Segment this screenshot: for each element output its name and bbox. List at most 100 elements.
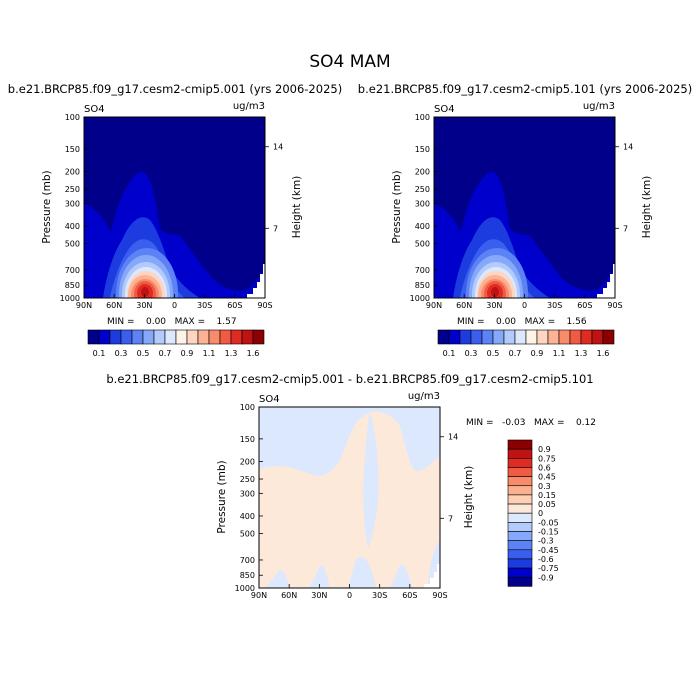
x-tick-label: 90N: [251, 591, 267, 600]
panel-3-units: ug/m3: [408, 391, 440, 402]
colorbar-label: -0.75: [538, 564, 559, 573]
y-tick-label: 250: [65, 185, 80, 194]
y-tick-label: 500: [240, 530, 255, 539]
panel-1-stats: MIN = 0.00 MAX = 1.57: [107, 317, 237, 327]
panel-3-positive-region: [259, 411, 440, 588]
y2-tick-label: 14: [623, 143, 633, 152]
panel-1-y2-ticks: 14 7: [265, 143, 283, 233]
panel-3-subtitle: b.e21.BRCP85.f09_g17.cesm2-cmip5.001 - b…: [106, 372, 593, 386]
colorbar-swatch: [153, 329, 166, 345]
colorbar-swatch: [507, 540, 533, 551]
colorbar-label: 0.9: [181, 349, 194, 358]
panel-2-y-title: Pressure (mb): [391, 170, 403, 243]
panel-1-plot-area: [84, 117, 265, 298]
panel-3-y-title: Pressure (mb): [216, 460, 228, 533]
y2-tick-label: 7: [623, 224, 628, 233]
y-tick-label: 700: [240, 556, 255, 565]
colorbar-swatch: [470, 329, 483, 345]
colorbar-swatch: [507, 439, 533, 450]
panel-2-var-label: SO4: [434, 104, 455, 115]
colorbar-label: -0.45: [538, 546, 559, 555]
colorbar-swatch: [507, 558, 533, 569]
colorbar-swatch: [507, 531, 533, 541]
colorbar-label: 0.3: [115, 349, 128, 358]
panel-1-units: ug/m3: [233, 101, 265, 112]
panel-1-y-title: Pressure (mb): [41, 170, 53, 243]
colorbar-swatch: [507, 476, 533, 487]
colorbar-swatch: [109, 329, 122, 345]
y-tick-label: 200: [240, 457, 255, 466]
y2-tick-label: 14: [273, 143, 283, 152]
colorbar-swatch: [252, 329, 265, 345]
colorbar-swatch: [507, 485, 533, 496]
y-tick-label: 100: [240, 403, 255, 412]
colorbar-swatch: [507, 567, 533, 578]
colorbar-swatch: [492, 329, 505, 345]
colorbar-swatch: [507, 467, 533, 477]
panel-3-stats: MIN = -0.03 MAX = 0.12: [466, 418, 596, 428]
colorbar-label: 0.1: [93, 349, 106, 358]
colorbar-label: -0.9: [538, 573, 554, 582]
panel-3-terrain-mask: [424, 564, 440, 588]
panel-1-colorbar: 0.1 0.3 0.5 0.7 0.9 1.1 1.3 1.6: [87, 329, 265, 358]
colorbar-label: 1.3: [575, 349, 588, 358]
panel-3-plot-area: [259, 407, 440, 588]
x-tick-label: 0: [347, 591, 352, 600]
colorbar-label: 0.6: [538, 463, 551, 472]
panel-2-units: ug/m3: [583, 101, 615, 112]
x-tick-label: 90S: [257, 301, 272, 310]
y-tick-label: 400: [240, 512, 255, 521]
x-tick-label: 30N: [136, 301, 152, 310]
y-tick-label: 200: [415, 167, 430, 176]
panel-2-x-ticks: 90N 60N 30N 0 30S 60S 90S: [426, 294, 623, 310]
colorbar-swatch: [514, 329, 527, 345]
colorbar-swatch: [507, 457, 533, 468]
colorbar-label: 0.3: [538, 482, 551, 491]
x-tick-label: 90N: [76, 301, 92, 310]
panel-1-contour-level-13: [141, 287, 149, 297]
x-tick-label: 0: [172, 301, 177, 310]
colorbar-swatch: [507, 503, 533, 514]
y-tick-label: 500: [415, 240, 430, 249]
panel-1-y-ticks: 100 150 200 250 300 400 500 700 850 1000: [60, 113, 88, 303]
y-tick-label: 1000: [60, 294, 80, 303]
panel-2: b.e21.BRCP85.f09_g17.cesm2-cmip5.101 (yr…: [358, 82, 692, 358]
colorbar-swatch: [208, 329, 221, 345]
colorbar-swatch: [448, 329, 461, 345]
colorbar-swatch: [536, 329, 549, 345]
colorbar-swatch: [230, 329, 243, 345]
colorbar-swatch: [219, 329, 232, 345]
x-tick-label: 60N: [106, 301, 122, 310]
y-tick-label: 250: [415, 185, 430, 194]
colorbar-swatch: [525, 329, 538, 345]
panel-2-y2-title: Height (km): [641, 176, 653, 239]
y-tick-label: 100: [415, 113, 430, 122]
y-tick-label: 150: [415, 145, 430, 154]
colorbar-label: 0.45: [538, 473, 556, 482]
y2-tick-label: 14: [448, 433, 458, 442]
colorbar-label: 0.5: [137, 349, 150, 358]
colorbar-swatch: [591, 329, 604, 345]
panel-2-terrain-mask: [597, 264, 615, 298]
colorbar-label: 0.9: [538, 445, 551, 454]
colorbar-swatch: [120, 329, 133, 345]
colorbar-label: 0.5: [487, 349, 500, 358]
colorbar-label: -0.05: [538, 518, 559, 527]
colorbar-swatch: [507, 448, 533, 459]
colorbar-label: 1.6: [247, 349, 260, 358]
colorbar-swatch: [175, 329, 188, 345]
x-tick-label: 30S: [197, 301, 212, 310]
colorbar-swatch: [507, 549, 533, 560]
panel-3: b.e21.BRCP85.f09_g17.cesm2-cmip5.001 - b…: [106, 372, 596, 600]
panel-2-subtitle: b.e21.BRCP85.f09_g17.cesm2-cmip5.101 (yr…: [358, 82, 692, 96]
y-tick-label: 400: [65, 222, 80, 231]
colorbar-label: 0.75: [538, 454, 556, 463]
colorbar-label: 0.15: [538, 491, 556, 500]
colorbar-label: 0: [538, 509, 543, 518]
y-tick-label: 150: [240, 435, 255, 444]
y-tick-label: 100: [65, 113, 80, 122]
panel-2-colorbar: 0.1 0.3 0.5 0.7 0.9 1.1 1.3 1.6: [437, 329, 615, 358]
colorbar-swatch: [547, 329, 560, 345]
colorbar-swatch: [507, 522, 533, 532]
